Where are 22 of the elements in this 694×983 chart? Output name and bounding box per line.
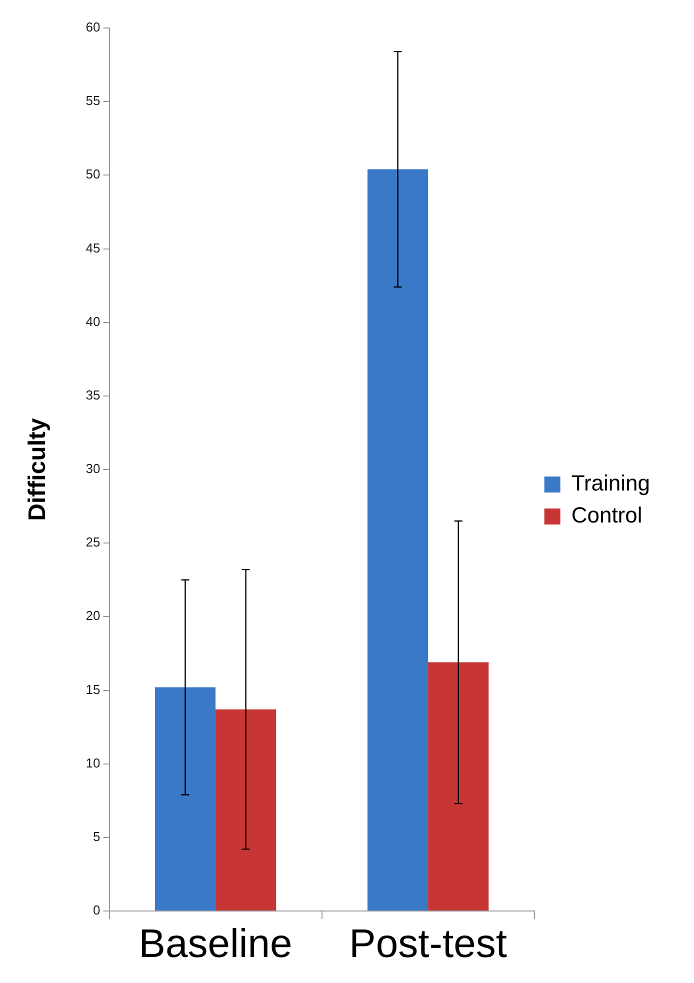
bar [216,709,276,910]
y-tick-label: 25 [86,534,100,550]
x-tick-label: Baseline [138,922,292,966]
y-tick-label: 15 [86,682,100,697]
y-tick-label: 60 [86,20,100,35]
bar [428,662,489,910]
y-tick-label: 40 [86,314,100,329]
y-tick-label: 55 [86,93,100,108]
y-tick-label: 0 [93,902,100,918]
bar [154,687,216,910]
y-tick-label: 5 [93,828,100,844]
y-tick-label: 50 [86,166,100,182]
y-tick-label: 20 [86,608,100,624]
bar [367,169,428,910]
y-axis-title: Difficulty [24,418,52,521]
y-tick-label: 35 [86,387,100,402]
y-tick-label: 45 [86,240,100,256]
x-tick-label: Post-test [349,922,507,966]
y-tick-label: 30 [86,461,100,476]
legend-label: Training [571,470,650,496]
legend-label: Control [571,502,642,528]
y-tick-label: 10 [86,755,100,770]
